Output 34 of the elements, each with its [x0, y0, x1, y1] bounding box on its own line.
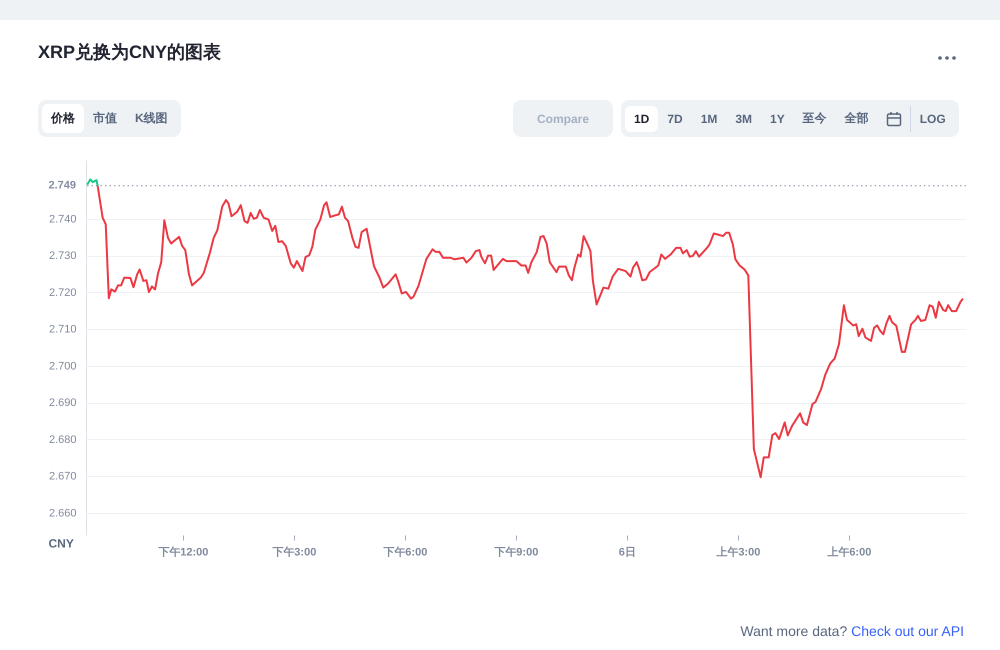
text: 价格 [42, 104, 84, 133]
y-tick-label: 2.740 [48, 213, 76, 226]
text: 7D [666, 110, 684, 128]
text: K线图 [134, 110, 169, 127]
y-tick-label: 2.660 [48, 507, 76, 520]
y-tick-label: 2.720 [48, 286, 76, 299]
y-tick-label: 2.730 [48, 250, 76, 262]
text: 1D [625, 106, 658, 132]
text: 至今 [802, 110, 828, 127]
line-series [86, 178, 99, 188]
x-tick-label: 下午6:00 [382, 546, 428, 558]
text: Check out our API [851, 623, 964, 639]
y-axis-title: CNY [48, 536, 74, 550]
y-tick-label: 2.670 [48, 470, 76, 483]
x-tick-label: 下午3:00 [271, 546, 316, 558]
y-tick-label: 2.680 [48, 434, 76, 446]
x-tick-label: 上午6:00 [826, 546, 872, 558]
text: 市值 [92, 110, 118, 127]
chart-title: XRP兑换为CNY的图表 [38, 41, 222, 64]
x-tick-label: 6日 [618, 546, 636, 558]
text: Compare [536, 110, 590, 128]
text: Want more data? [740, 623, 848, 639]
x-tick-label: 下午12:00 [157, 546, 208, 558]
text: 全部 [844, 110, 870, 127]
y-tick-label: 2.690 [48, 397, 76, 410]
y-tick-label: 2.710 [48, 324, 76, 336]
x-tick-label: 上午3:00 [715, 546, 760, 558]
text: LOG [910, 106, 955, 132]
text: 1M [700, 110, 718, 128]
text: 3M [734, 110, 754, 128]
text: 1Y [769, 110, 786, 128]
y-tick-label: 2.700 [48, 360, 76, 372]
ref-line-label: 2.749 [48, 180, 76, 192]
x-tick-label: 下午9:00 [493, 546, 538, 558]
